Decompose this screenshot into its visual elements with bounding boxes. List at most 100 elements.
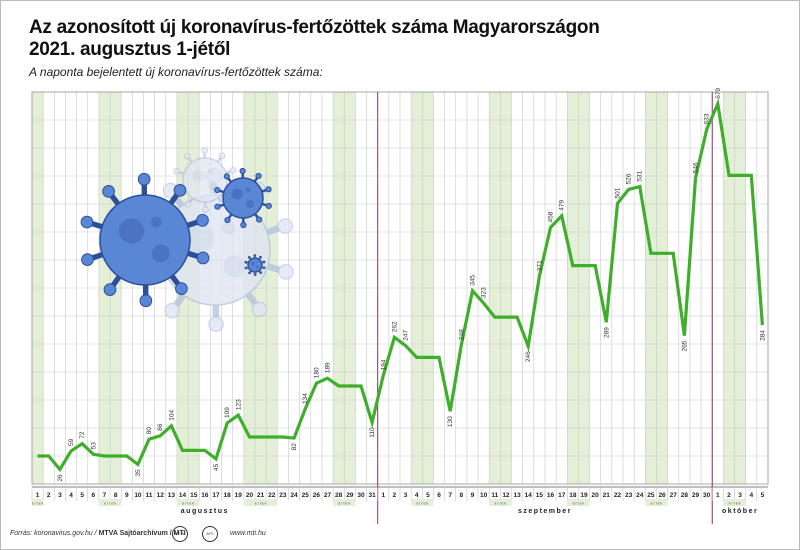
data-label: 80	[146, 427, 153, 435]
data-label: 123	[235, 399, 242, 410]
virus-spike-tip	[196, 251, 210, 265]
footer-site: www.mti.hu	[230, 530, 266, 537]
chart-title-line2: 2021. augusztus 1-jétől	[29, 39, 231, 60]
data-label: 26	[57, 474, 64, 482]
x-tick-label: 13	[168, 492, 176, 499]
virus-spot	[207, 168, 214, 174]
virus-spike-tip	[251, 301, 268, 318]
x-tick-label: 14	[179, 492, 187, 499]
data-label: 194	[380, 359, 387, 370]
weekend-axis-label: é r t é k	[495, 502, 507, 506]
weekend-axis-band	[98, 499, 122, 506]
x-tick-label: 15	[190, 492, 198, 499]
x-tick-label: 5	[426, 492, 430, 499]
weekend-axis-label: é r t é k	[255, 502, 267, 506]
chart-title-line1: Az azonosított új koronavírus-fertőzötte…	[29, 17, 600, 38]
x-tick-label: 3	[738, 492, 742, 499]
virus-spot	[255, 261, 258, 264]
virus-spot	[246, 200, 254, 208]
data-label: 189	[325, 362, 332, 373]
x-tick-label: 25	[647, 492, 655, 499]
virus-spike-tip	[244, 266, 248, 270]
data-label: 59	[68, 438, 75, 446]
weekend-axis-band	[723, 499, 746, 506]
footer-source: Forrás: koronavirus.gov.hu / MTVA Sajtóa…	[10, 530, 186, 537]
x-tick-label: 19	[235, 492, 243, 499]
weekend-axis-label: é r t é k	[573, 502, 585, 506]
x-tick-label: 5	[80, 492, 84, 499]
data-label: 134	[302, 393, 309, 404]
weekend-axis-band	[32, 499, 44, 506]
virus-spike-tip	[80, 215, 94, 229]
x-tick-label: 20	[246, 492, 254, 499]
x-tick-label: 31	[369, 492, 377, 499]
chart-title: Az azonosított új koronavírus-fertőzötte…	[29, 17, 600, 61]
data-label: 110	[369, 427, 376, 438]
virus-spike-tip	[173, 167, 180, 175]
virus-spike-tip	[202, 206, 209, 214]
x-tick-label: 28	[335, 492, 343, 499]
virus-spike-tip	[218, 152, 226, 160]
virus-spot	[183, 223, 214, 255]
virus-spike-tip	[183, 152, 191, 160]
x-tick-label: 8	[114, 492, 118, 499]
weekend-axis-band	[243, 499, 278, 506]
series-line-group	[37, 98, 764, 473]
virus-spike-tip	[81, 253, 94, 266]
x-tick-label: 3	[58, 492, 62, 499]
virus-spike-tip	[278, 264, 294, 280]
data-label: 86	[157, 423, 164, 431]
month-label: október	[722, 508, 758, 515]
virus-spike-tip	[265, 202, 272, 210]
x-tick-label: 29	[692, 492, 700, 499]
data-label: 546	[693, 162, 700, 173]
x-tick-label: 25	[302, 492, 310, 499]
x-tick-label: 28	[681, 492, 689, 499]
month-label: szeptember	[518, 508, 572, 515]
weekend-axis-label: é r t é k	[338, 502, 350, 506]
virus-spike-tip	[248, 271, 251, 275]
weekend-axis-band	[411, 499, 434, 506]
data-label: 180	[313, 367, 320, 378]
data-label: 289	[603, 327, 610, 338]
data-label: 345	[469, 275, 476, 286]
x-tick-label: 22	[614, 492, 622, 499]
x-axis: 1 2 3 4 5 6 7 8 9 10 11 12 13 14 15 16 17 18 19 20 21 22 23 24 2…	[32, 486, 768, 515]
virus-spike-tip	[175, 282, 188, 295]
virus-spike-tip	[277, 218, 293, 234]
x-tick-label: 16	[201, 492, 209, 499]
virus-spot	[151, 244, 170, 263]
virus-body	[182, 157, 228, 203]
x-tick-label: 19	[580, 492, 588, 499]
x-tick-label: 30	[357, 492, 365, 499]
virus-spike-tip	[247, 256, 251, 259]
virus-small	[244, 254, 266, 276]
x-tick-label: 30	[703, 492, 711, 499]
weekend-axis-label: é r t é k	[32, 502, 44, 506]
data-label: 82	[291, 443, 298, 451]
x-tick-label: 7	[103, 492, 107, 499]
virus-spike-tip	[196, 214, 209, 227]
virus-spike-tip	[184, 200, 192, 208]
virus-spike-tip	[102, 185, 115, 198]
virus-spike-tip	[244, 260, 248, 264]
x-tick-label: 1	[716, 492, 720, 499]
x-tick-label: 23	[279, 492, 287, 499]
virus-spike-tip	[262, 260, 266, 264]
virus-spike-tip	[239, 167, 246, 175]
x-tick-label: 9	[125, 492, 129, 499]
data-label: 246	[525, 351, 532, 362]
x-tick-label: 26	[658, 492, 666, 499]
weekend-axis-label: é r t é k	[182, 502, 194, 506]
series-line	[37, 98, 764, 473]
x-tick-label: 4	[69, 492, 73, 499]
virus-spike-tip	[259, 255, 262, 259]
virus-spike-tip	[253, 254, 257, 257]
x-tick-label: 10	[134, 492, 142, 499]
data-label: 633	[704, 113, 711, 124]
x-tick-label: 17	[558, 492, 566, 499]
virus-illustration	[80, 146, 294, 332]
data-label: 262	[391, 321, 398, 332]
data-labels: 26 59 72 53 35 80 86 104 45 109 123 82 134 180 189 110 1…	[57, 88, 767, 482]
data-label: 72	[79, 431, 86, 439]
